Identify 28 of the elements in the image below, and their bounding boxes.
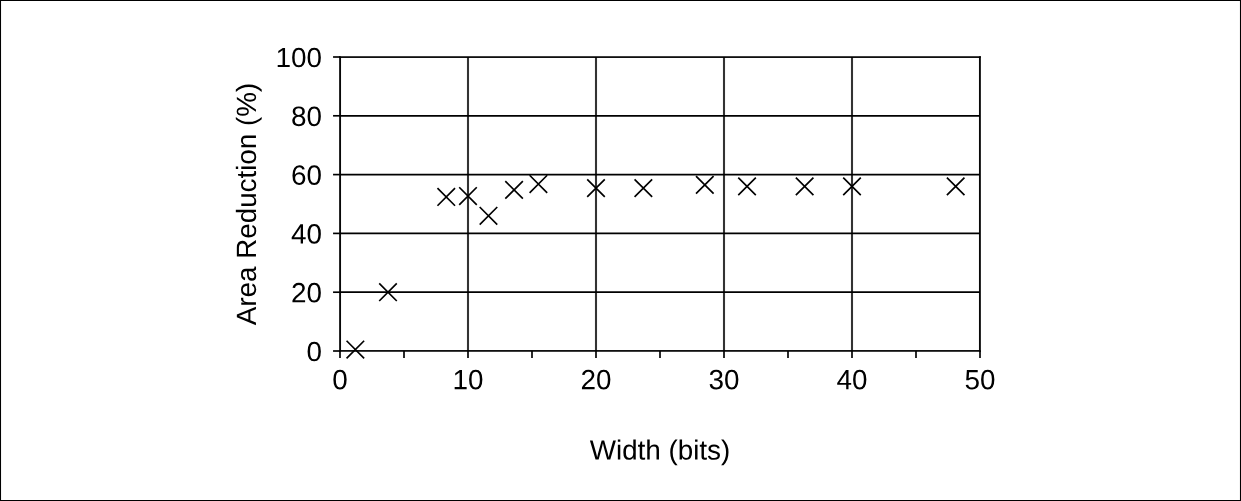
y-tick-label: 20 [292, 282, 321, 303]
point [458, 186, 478, 206]
point [586, 178, 606, 198]
x-tick-label: 50 [965, 369, 995, 390]
point [436, 187, 456, 207]
point [737, 176, 757, 196]
point [633, 178, 653, 198]
x-tick-label: 0 [333, 369, 347, 390]
point [795, 176, 815, 196]
y-tick-label: 60 [292, 165, 321, 185]
y-axis-title: Area Reduction (%) [235, 84, 262, 326]
x-tick-label: 30 [709, 369, 739, 390]
y-tick-label: 80 [292, 106, 321, 127]
y-tick-label: 40 [291, 224, 321, 244]
point [345, 339, 365, 360]
point [504, 180, 524, 200]
x-tick-label: 40 [837, 369, 867, 390]
point [842, 176, 862, 196]
y-tick-label: 0 [307, 341, 321, 362]
point [946, 176, 966, 196]
x-axis-title: Width (bits) [589, 439, 729, 466]
x-tick-label: 10 [454, 369, 483, 390]
point [695, 175, 715, 195]
point [478, 206, 499, 226]
point [528, 174, 549, 194]
point [378, 282, 398, 302]
y-tick-label: 100 [277, 47, 321, 68]
x-tick-label: 20 [581, 369, 611, 390]
